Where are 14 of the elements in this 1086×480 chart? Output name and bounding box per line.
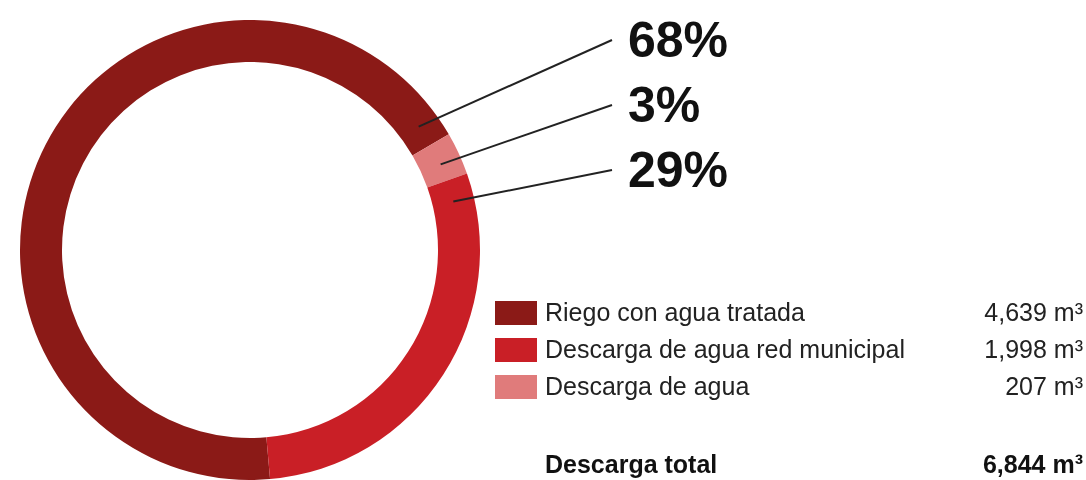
text: Descarga total: [545, 450, 719, 479]
donut-slice: [412, 134, 467, 188]
text: 4,639 m³: [984, 298, 1083, 327]
data-label: 3%: [628, 77, 701, 133]
text: 1,998 m³: [984, 335, 1083, 364]
donut-slice: [20, 20, 449, 480]
donut-slice: [266, 173, 480, 480]
text: 6,844 m³: [982, 450, 1083, 479]
data-label: 68%: [628, 12, 729, 68]
data-label: 29%: [628, 142, 729, 198]
legend-label: Descarga de agua red municipal: [545, 335, 906, 364]
legend-label: Descarga de agua: [545, 372, 751, 401]
legend-label: Riego con agua tratada: [545, 298, 806, 327]
text: 207 m³: [1005, 372, 1083, 401]
